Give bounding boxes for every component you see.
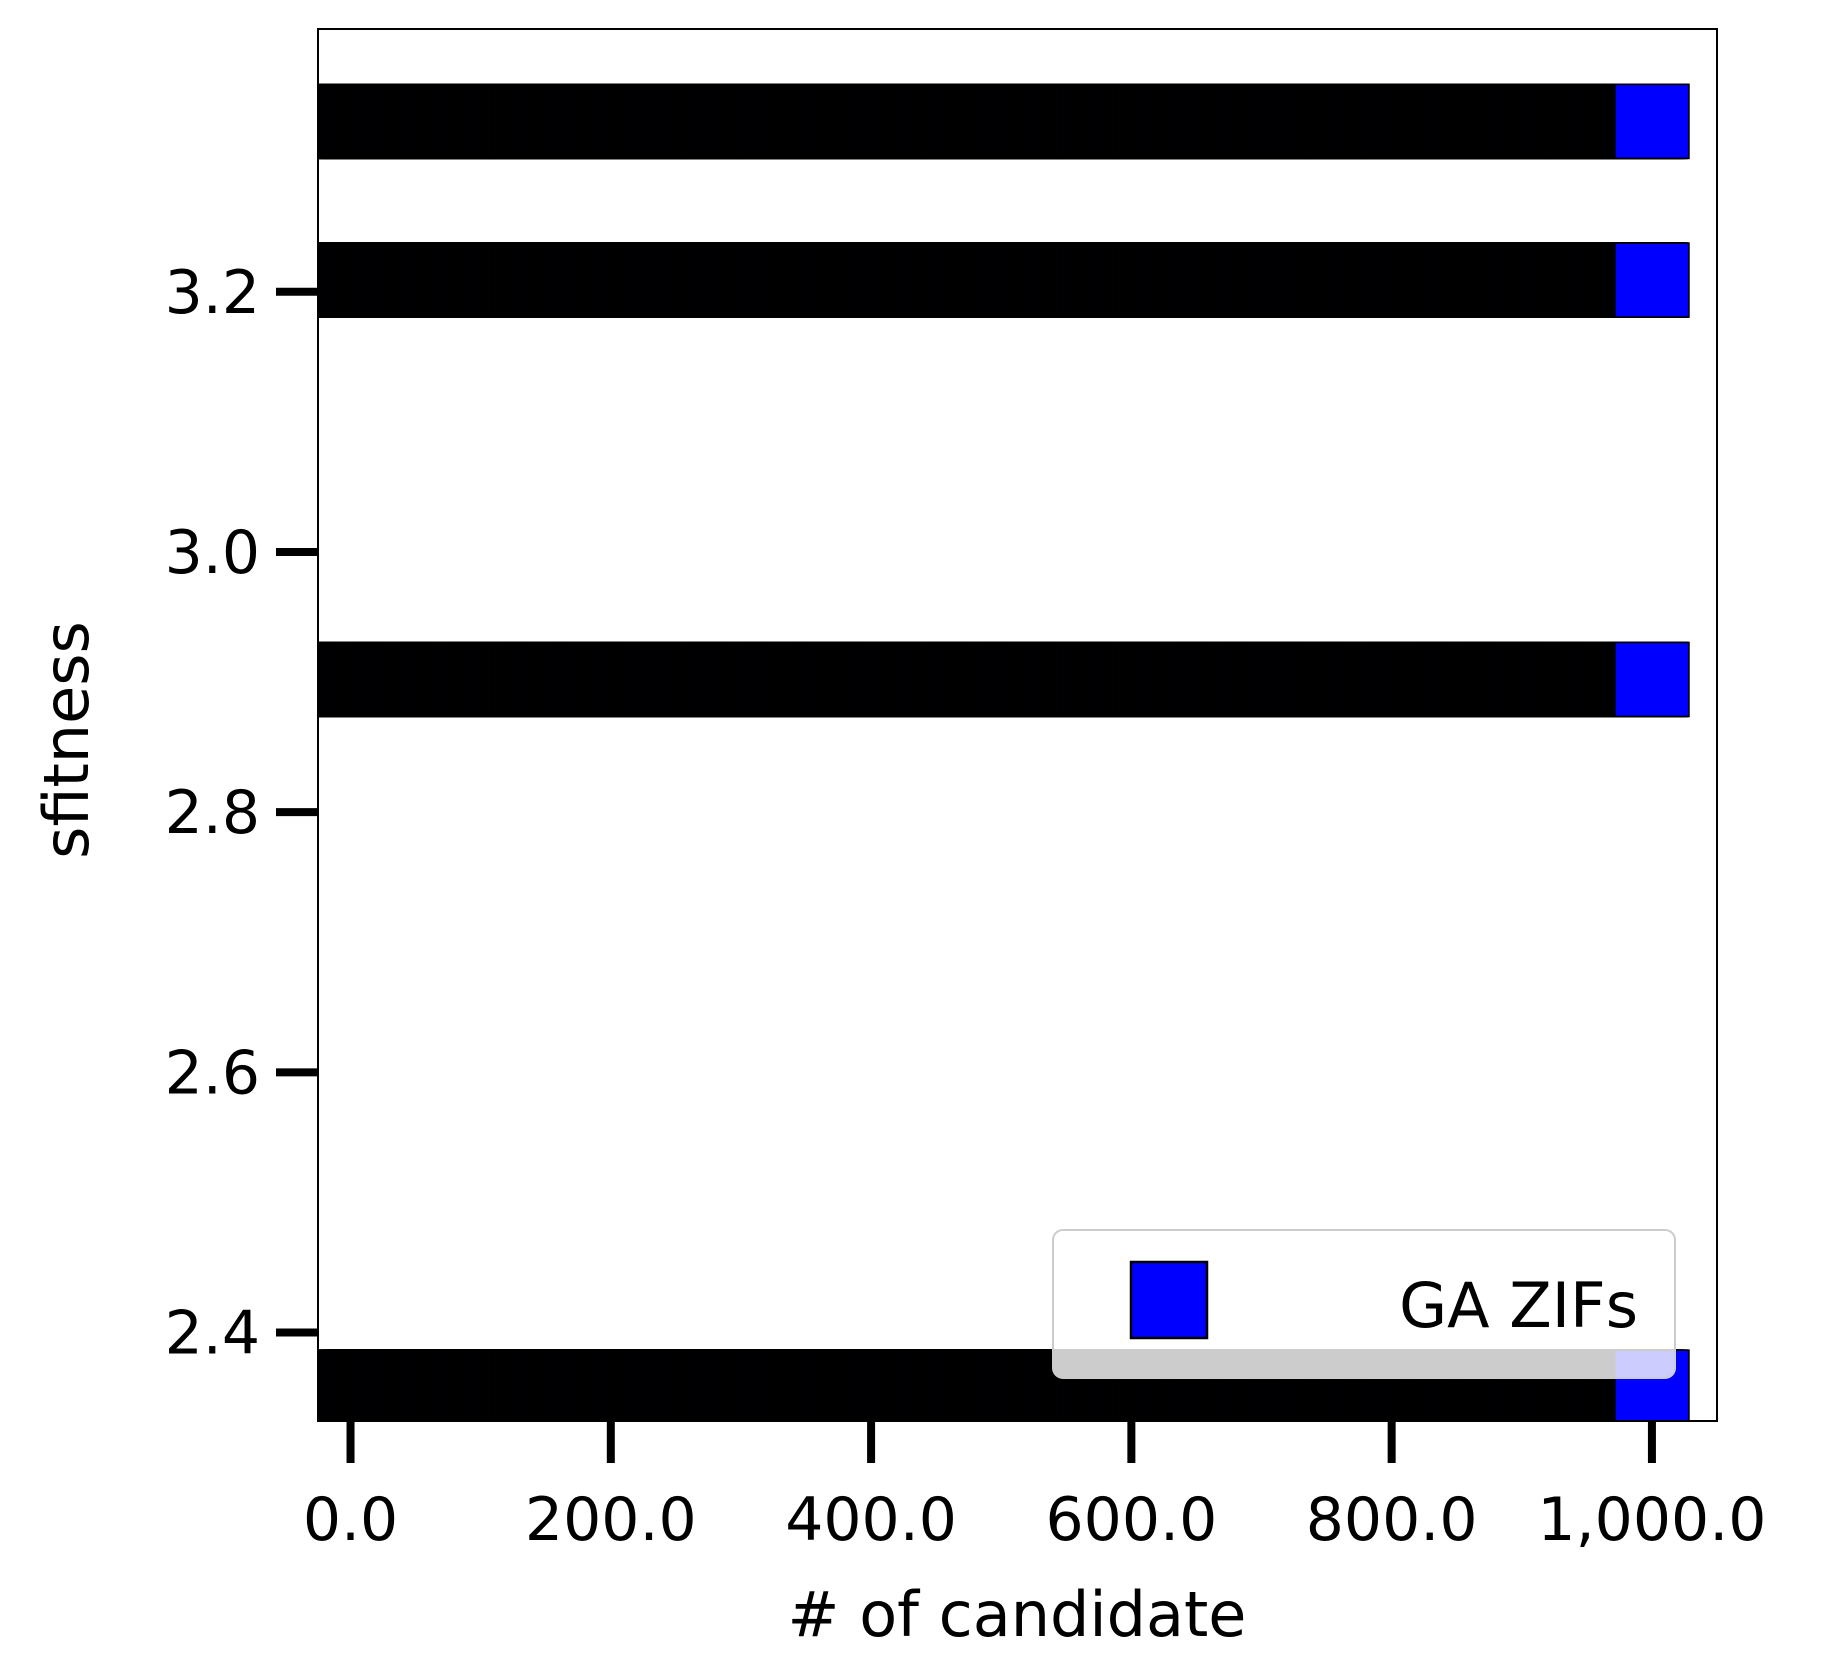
legend: GA ZIFs	[1052, 1229, 1676, 1379]
x-tick-label: 0.0	[303, 1485, 398, 1555]
x-axis-title: # of candidate	[788, 1578, 1247, 1651]
x-tick-label: 800.0	[1306, 1485, 1478, 1555]
data-point	[1614, 83, 1690, 160]
fitness-level-band	[318, 641, 1690, 718]
x-tick-label: 600.0	[1045, 1485, 1217, 1555]
data-point	[1614, 242, 1690, 318]
x-tick-label: 200.0	[525, 1485, 697, 1555]
y-tick-label: 2.6	[165, 1038, 260, 1108]
y-tick-label: 2.4	[165, 1299, 260, 1369]
x-tick-label: 400.0	[785, 1485, 957, 1555]
legend-label: GA ZIFs	[1399, 1269, 1638, 1342]
legend-swatch	[1129, 1260, 1209, 1340]
data-point	[1614, 641, 1690, 718]
y-tick-label: 2.8	[165, 778, 260, 848]
y-tick-label: 3.2	[165, 258, 260, 328]
x-tick-label: 1,000.0	[1537, 1485, 1766, 1555]
y-tick-label: 3.0	[165, 518, 260, 588]
fitness-level-band	[318, 83, 1690, 160]
fitness-level-band	[318, 242, 1690, 318]
y-axis-title: sfitness	[30, 621, 103, 859]
data-bands	[318, 83, 1690, 1421]
